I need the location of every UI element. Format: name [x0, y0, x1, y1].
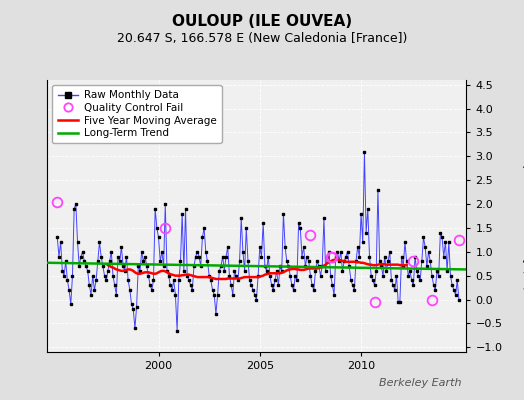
- Text: Berkeley Earth: Berkeley Earth: [379, 378, 461, 388]
- Text: OULOUP (ILE OUVEA): OULOUP (ILE OUVEA): [172, 14, 352, 29]
- Y-axis label: Temperature Anomaly (°C): Temperature Anomaly (°C): [522, 142, 524, 290]
- Text: 20.647 S, 166.578 E (New Caledonia [France]): 20.647 S, 166.578 E (New Caledonia [Fran…: [117, 32, 407, 45]
- Legend: Raw Monthly Data, Quality Control Fail, Five Year Moving Average, Long-Term Tren: Raw Monthly Data, Quality Control Fail, …: [52, 85, 222, 144]
